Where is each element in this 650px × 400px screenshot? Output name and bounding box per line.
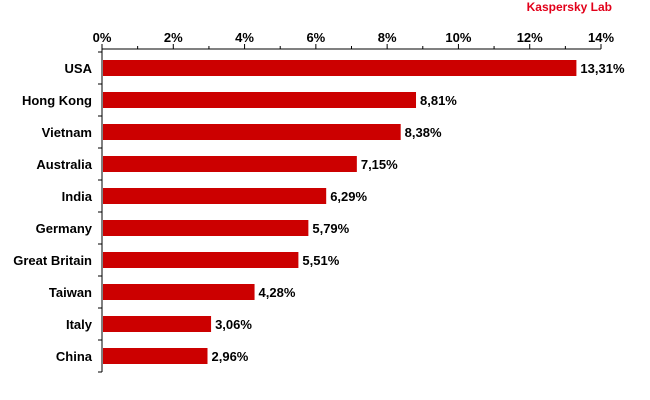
category-label: Italy bbox=[66, 317, 93, 332]
x-tick-label: 6% bbox=[306, 30, 325, 45]
category-label: USA bbox=[65, 61, 93, 76]
category-label: Taiwan bbox=[49, 285, 92, 300]
bar bbox=[103, 252, 299, 268]
bar bbox=[103, 220, 309, 236]
data-label: 3,06% bbox=[215, 317, 252, 332]
category-label: Vietnam bbox=[42, 125, 92, 140]
x-tick-label: 0% bbox=[93, 30, 112, 45]
data-label: 5,51% bbox=[302, 253, 339, 268]
data-label: 13,31% bbox=[580, 61, 625, 76]
data-label: 8,81% bbox=[420, 93, 457, 108]
x-tick-label: 4% bbox=[235, 30, 254, 45]
bar bbox=[103, 348, 208, 364]
data-label: 8,38% bbox=[405, 125, 442, 140]
chart-axes bbox=[98, 44, 602, 373]
chart-labels: 0% 2% 4% 6% 8% 10% 12% 14% USA 13,31% Hong Kong 8,8… bbox=[13, 30, 625, 364]
data-label: 6,29% bbox=[330, 189, 367, 204]
bar bbox=[103, 156, 357, 172]
x-tick-label: 12% bbox=[517, 30, 543, 45]
data-label: 2,96% bbox=[212, 349, 249, 364]
data-label: 5,79% bbox=[312, 221, 349, 236]
brand-logo-text: Kaspersky Lab bbox=[526, 0, 612, 14]
x-tick-label: 8% bbox=[378, 30, 397, 45]
bar bbox=[103, 316, 212, 332]
bar bbox=[103, 188, 327, 204]
category-label: Hong Kong bbox=[22, 93, 92, 108]
category-label: Australia bbox=[36, 157, 92, 172]
chart-bars bbox=[103, 60, 577, 364]
category-label: Germany bbox=[36, 221, 93, 236]
x-tick-label: 14% bbox=[588, 30, 614, 45]
bar bbox=[103, 124, 401, 140]
bar bbox=[103, 284, 255, 300]
x-tick-label: 10% bbox=[445, 30, 471, 45]
category-label: Great Britain bbox=[13, 253, 92, 268]
bar bbox=[103, 60, 577, 76]
x-tick-label: 2% bbox=[164, 30, 183, 45]
bar bbox=[103, 92, 417, 108]
data-label: 4,28% bbox=[259, 285, 296, 300]
category-label: India bbox=[62, 189, 93, 204]
category-label: China bbox=[56, 349, 93, 364]
data-label: 7,15% bbox=[361, 157, 398, 172]
